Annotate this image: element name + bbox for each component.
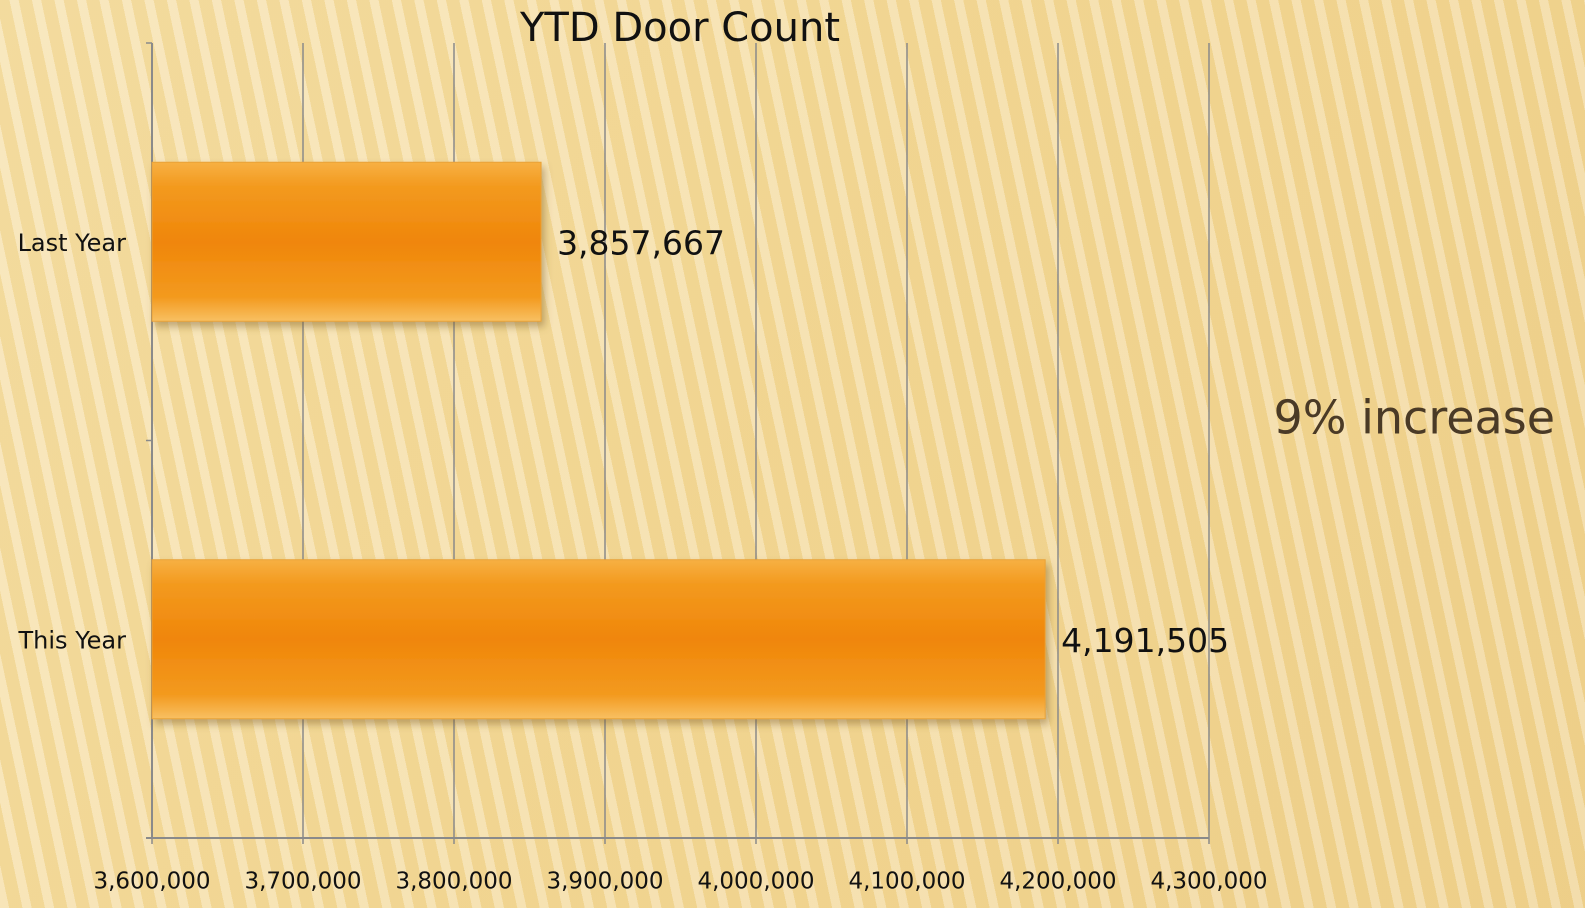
x-tick-label: 4,200,000 xyxy=(999,869,1116,895)
x-tick-label: 3,700,000 xyxy=(244,869,361,895)
x-tick-label: 4,300,000 xyxy=(1150,869,1267,895)
data-label: 3,857,667 xyxy=(557,223,725,262)
y-tick-label: This Year xyxy=(18,626,127,654)
x-tick-label: 4,000,000 xyxy=(697,869,814,895)
annotation: 9% increase xyxy=(1274,391,1555,445)
y-tick-label: Last Year xyxy=(18,229,127,257)
bar xyxy=(151,559,1046,720)
data-label: 4,191,505 xyxy=(1061,621,1229,660)
chart-title: YTD Door Count xyxy=(519,5,840,51)
x-tick-label: 3,800,000 xyxy=(395,869,512,895)
bar xyxy=(151,161,542,322)
x-tick-label: 3,600,000 xyxy=(93,869,210,895)
x-tick-label: 4,100,000 xyxy=(848,869,965,895)
x-tick-label: 3,900,000 xyxy=(546,869,663,895)
